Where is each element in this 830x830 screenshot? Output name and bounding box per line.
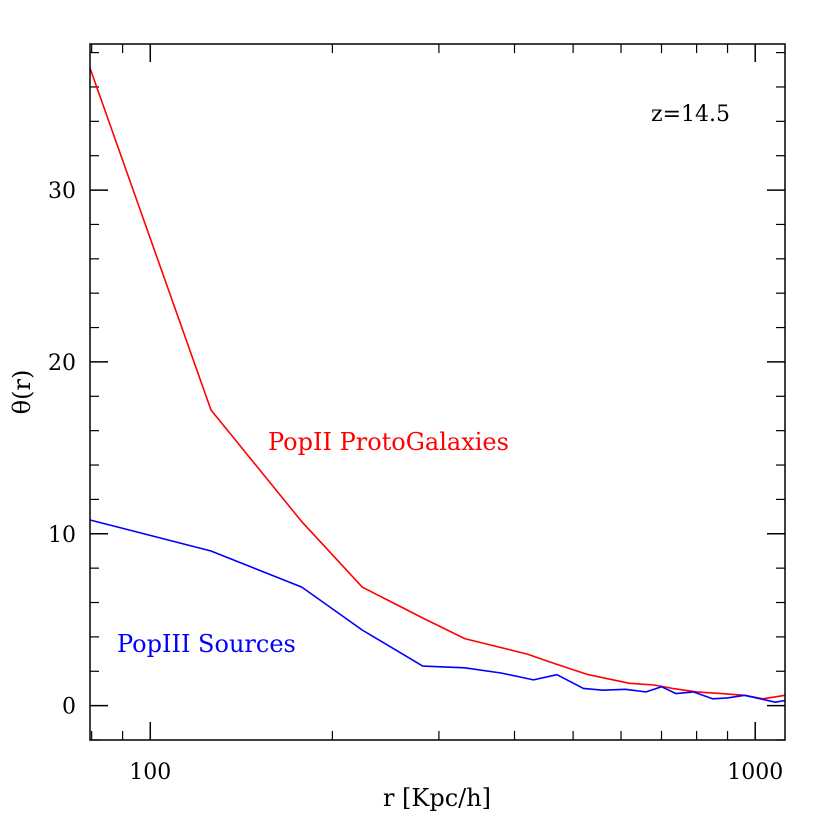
x-tick-label: 1000 bbox=[727, 760, 783, 785]
y-axis-label: θ(r) bbox=[8, 370, 36, 415]
popiii-series-line bbox=[89, 519, 786, 704]
tick-labels: 100 1000 0 10 20 30 bbox=[48, 179, 783, 785]
redshift-annotation: z=14.5 bbox=[651, 102, 730, 127]
y-tick-label: 10 bbox=[48, 523, 76, 548]
popii-series-label: PopII ProtoGalaxies bbox=[268, 428, 509, 456]
plot-frame bbox=[89, 43, 786, 741]
series-lines bbox=[89, 67, 786, 704]
popiii-series-label: PopIII Sources bbox=[117, 630, 296, 658]
x-tick-label: 100 bbox=[129, 760, 171, 785]
y-tick-label: 0 bbox=[62, 695, 76, 720]
x-axis-label: r [Kpc/h] bbox=[383, 784, 491, 812]
minor-ticks bbox=[90, 44, 785, 741]
popii-series-line bbox=[89, 67, 786, 700]
major-ticks bbox=[90, 44, 785, 740]
y-tick-label: 30 bbox=[48, 179, 76, 204]
y-tick-label: 20 bbox=[48, 351, 76, 376]
